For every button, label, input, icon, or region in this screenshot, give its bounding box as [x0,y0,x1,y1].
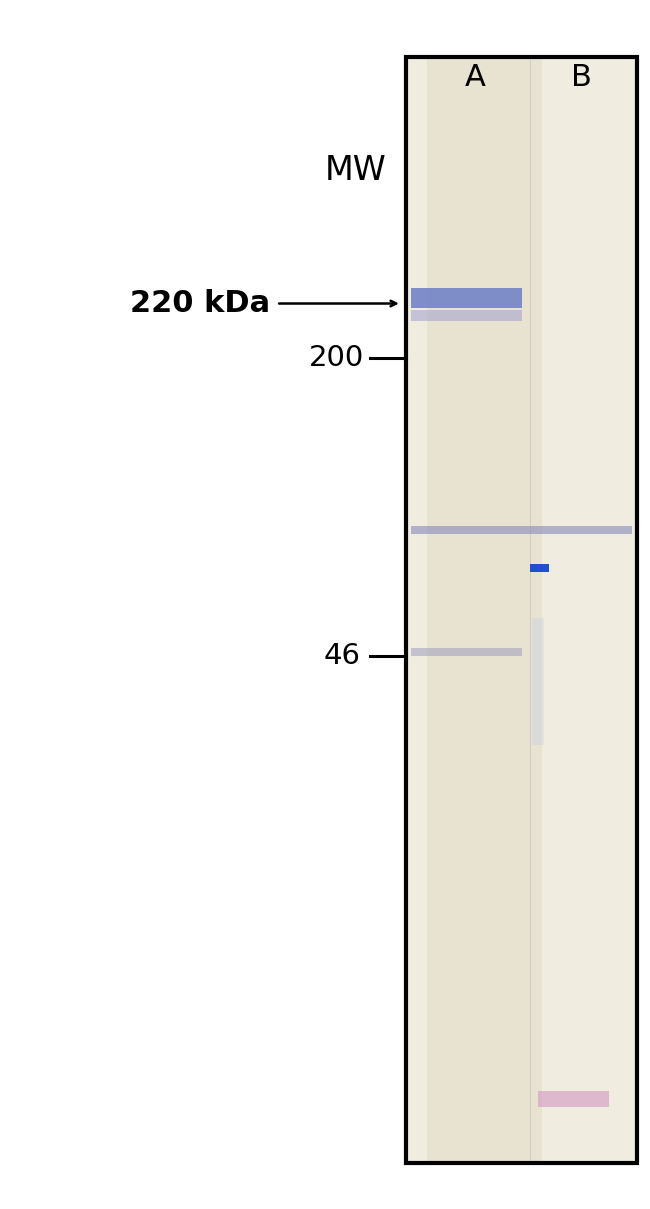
Text: B: B [571,63,592,92]
Bar [538,1092,609,1106]
Bar [411,648,521,655]
Text: MW: MW [325,155,387,187]
Bar [411,288,521,308]
Bar [411,311,521,322]
Text: 200: 200 [309,343,364,371]
Text: 46: 46 [324,642,361,671]
Bar [427,57,542,1163]
Bar [532,618,543,746]
Text: A: A [465,63,486,92]
Text: 220 kDa: 220 kDa [129,289,270,318]
Bar [406,57,637,1163]
Bar [530,565,549,572]
Bar [411,526,632,534]
Bar [406,57,637,1163]
